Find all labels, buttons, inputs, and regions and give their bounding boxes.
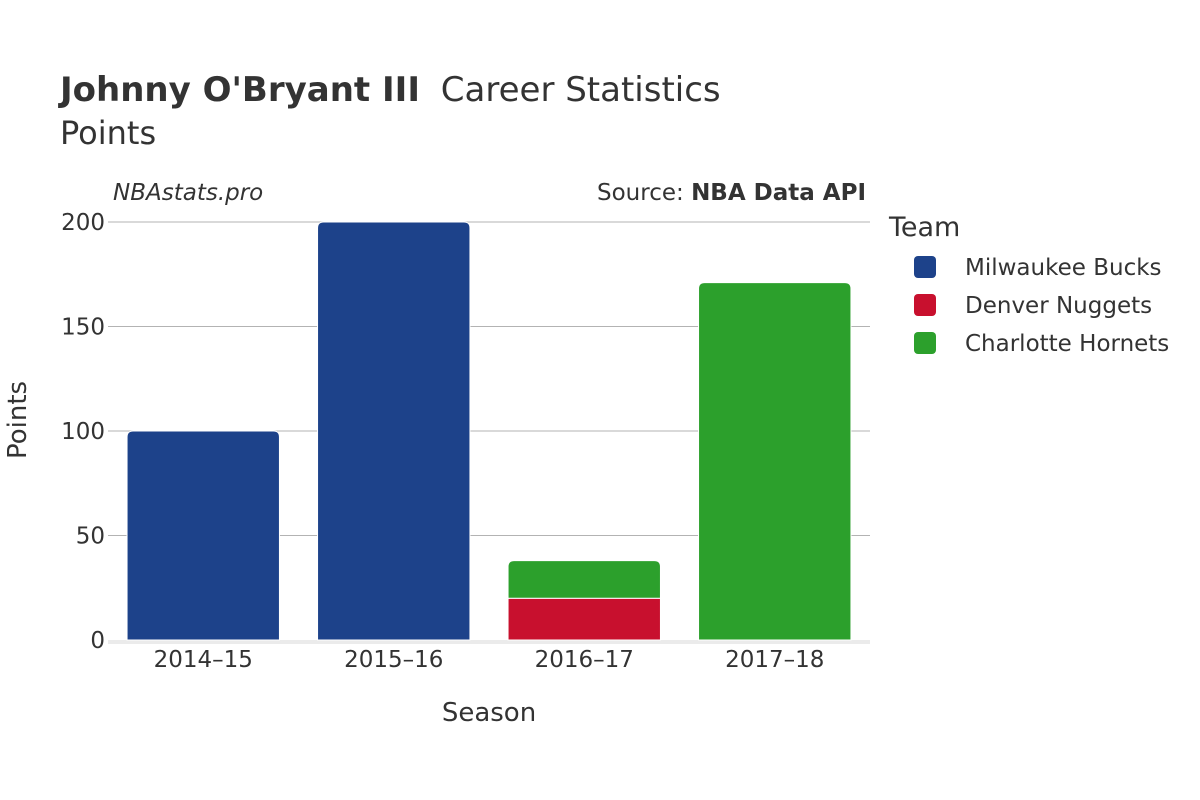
y-tick-label: 50 (76, 524, 105, 550)
chart-title-bold: Johnny O'Bryant III (58, 70, 420, 110)
y-tick-label: 200 (61, 210, 105, 236)
x-axis-title: Season (442, 698, 536, 728)
x-tick-label: 2014–15 (154, 647, 253, 673)
watermark: NBAstats.pro (113, 180, 263, 206)
legend-label[interactable]: Charlotte Hornets (965, 331, 1169, 357)
legend: Milwaukee Bucks Denver Nuggets Charlotte H… (914, 255, 1169, 357)
source-prefix: Source: (597, 180, 691, 206)
source-name: NBA Data API (691, 180, 866, 206)
bar-milwaukee-bucks-1 (317, 221, 471, 641)
x-tick-label: 2017–18 (725, 647, 824, 673)
legend-swatch (914, 256, 936, 278)
legend-label[interactable]: Milwaukee Bucks (965, 255, 1162, 281)
bar-charlotte-hornets-2 (507, 560, 661, 599)
chart-subtitle: Points (60, 114, 156, 152)
chart-title: Johnny O'Bryant III Career Statistics (58, 70, 721, 110)
y-axis-title: Points (3, 381, 33, 459)
legend-label[interactable]: Denver Nuggets (965, 293, 1152, 319)
legend-swatch (914, 332, 936, 354)
bar-charlotte-hornets-3 (698, 282, 852, 641)
source-credit: Source: NBA Data API (597, 180, 866, 206)
bars (126, 221, 852, 641)
bar-denver-nuggets-2 (507, 597, 661, 641)
x-tick-label: 2016–17 (535, 647, 634, 673)
y-tick-labels: 0 50 100 150 200 (61, 210, 105, 654)
x-tick-labels: 2014–15 2015–16 2016–17 2017–18 (154, 647, 825, 673)
y-tick-label: 0 (90, 628, 105, 654)
y-tick-label: 150 (61, 315, 105, 341)
legend-swatch (914, 294, 936, 316)
bar-milwaukee-bucks-0 (126, 430, 280, 641)
x-tick-label: 2015–16 (344, 647, 443, 673)
chart-title-rest: Career Statistics (441, 70, 721, 110)
y-tick-label: 100 (61, 419, 105, 445)
legend-title: Team (888, 212, 960, 243)
x-axis-baseline (108, 640, 870, 644)
